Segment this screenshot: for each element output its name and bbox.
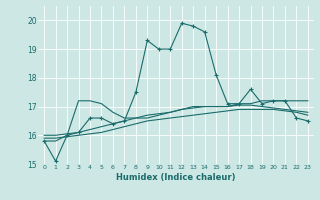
X-axis label: Humidex (Indice chaleur): Humidex (Indice chaleur) <box>116 173 236 182</box>
